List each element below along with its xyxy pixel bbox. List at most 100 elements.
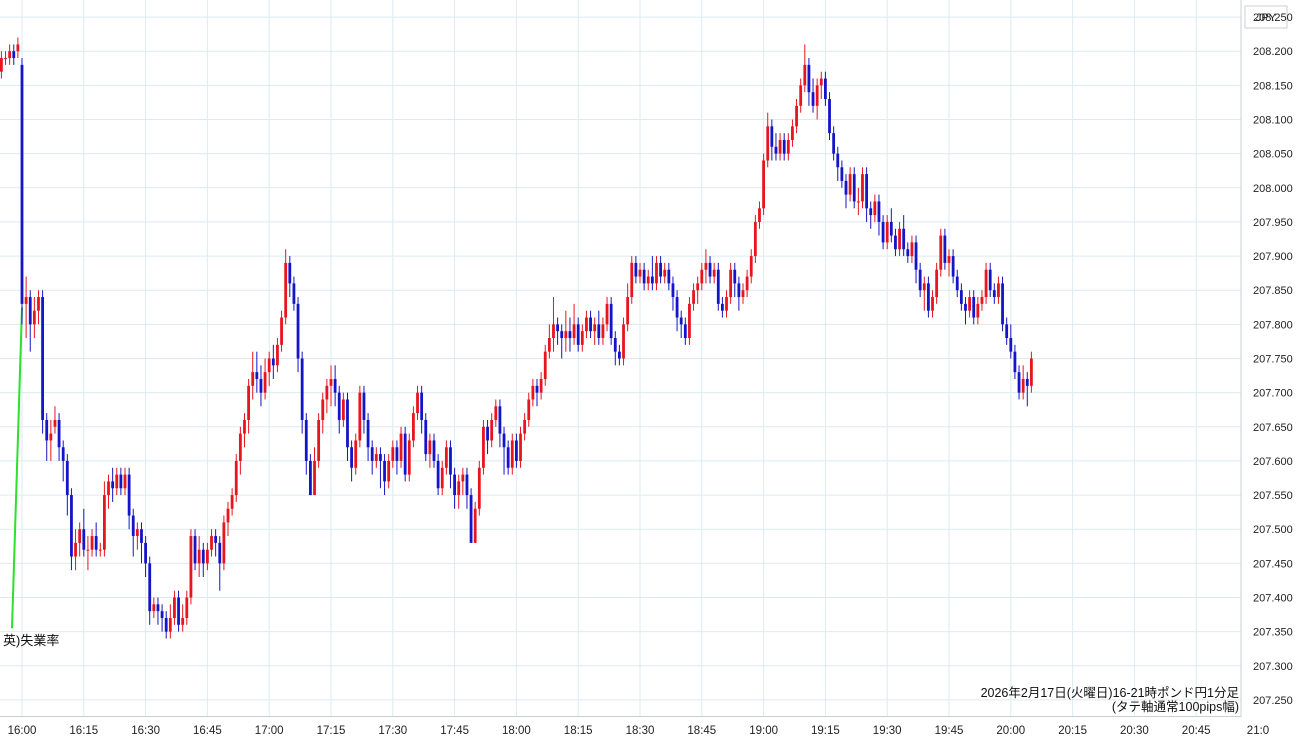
y-tick-label: 207.650 [1253,422,1293,434]
candle-up [222,515,226,571]
candle-up [210,529,213,557]
candle-up [477,460,481,516]
candle-down [1005,317,1009,345]
candle-up [490,413,494,448]
candle-body [214,536,218,543]
candle-up [53,406,57,434]
candle-body [119,474,123,489]
candle-body [288,262,292,284]
candle-up [749,249,753,284]
candle-up [284,249,288,325]
candle-up [123,467,127,496]
candle-down [943,228,947,270]
candle-down [865,167,868,222]
candle-body [935,269,939,298]
candle-up [725,290,728,318]
candle-up [531,378,535,407]
candle-up [185,590,189,625]
candle-body [317,419,321,461]
candle-down [337,385,341,434]
candle-up [226,501,230,537]
candle-up [358,385,362,448]
candle-down [309,454,312,496]
candle-down [889,208,893,243]
candle-body [70,495,73,557]
candle-up [795,99,798,134]
y-axis-panel [1241,0,1300,717]
currency-badge [1244,5,1288,29]
candle-body [523,419,527,434]
candle-body [856,201,860,203]
candle-body [1030,358,1033,386]
candle-up [729,262,733,304]
candle-body [700,269,704,284]
candle-up [135,522,139,550]
candle-down [807,58,811,106]
candle-body [82,529,86,550]
candle-body [226,508,230,523]
candle-up [646,269,650,291]
candle-body [1021,378,1025,393]
candle-up [663,262,667,284]
candle-down [988,262,992,298]
candle-down [506,440,510,475]
candle-body [234,460,238,496]
candle-up [519,426,522,468]
candle-down [111,467,115,502]
candle-body [173,597,176,618]
candle-up [32,297,36,339]
candle-body [45,419,49,441]
candle-down [41,290,44,434]
candle-down [45,413,49,461]
candle-body [663,269,667,277]
candle-body [894,235,897,250]
candle-down [465,467,469,509]
candle-body [453,474,456,496]
candle-down [992,283,996,304]
candle-body [667,269,671,284]
candle-down [300,351,304,434]
candle-body [473,508,477,543]
candle-up [103,481,106,557]
candle-body [510,440,514,468]
candle-up [8,44,12,65]
candle-up [428,433,432,468]
candle-body [914,242,918,270]
candle-body [922,283,926,291]
x-tick-label: 21:0 [1247,725,1269,737]
x-tick-label: 18:00 [502,725,531,737]
y-tick-label: 207.900 [1253,251,1293,263]
candle-body [531,385,535,400]
candle-up [4,51,7,65]
candle-up [593,317,597,345]
candle-body [968,297,971,311]
candle-body [774,146,778,154]
candle-body [61,447,65,461]
candle-down [828,92,831,140]
y-axis: JPY 208.250 208.200 208.150 208.100 208.050 2… [1240,0,1300,717]
candle-up [317,413,321,468]
candle-down [964,297,967,325]
candle-body [403,433,407,475]
candle-down [683,317,687,345]
x-tick-label: 16:00 [8,725,37,737]
candle-up [473,501,477,543]
candle-down [1009,324,1013,359]
candle-body [465,474,469,496]
candle-down [366,413,370,461]
candle-body [267,358,271,373]
candle-down [832,126,836,161]
candle-body [889,221,893,236]
candle-body [152,604,156,612]
candle-body [107,481,110,496]
candle-body [601,324,605,339]
candle-body [778,139,782,154]
candle-body [251,372,255,386]
candle-up [786,133,790,161]
candle-down [576,317,580,352]
candle-up [115,467,119,496]
candle-body [931,297,934,311]
candle-body [564,331,568,339]
candle-down [515,433,518,468]
candle-body [758,208,761,222]
